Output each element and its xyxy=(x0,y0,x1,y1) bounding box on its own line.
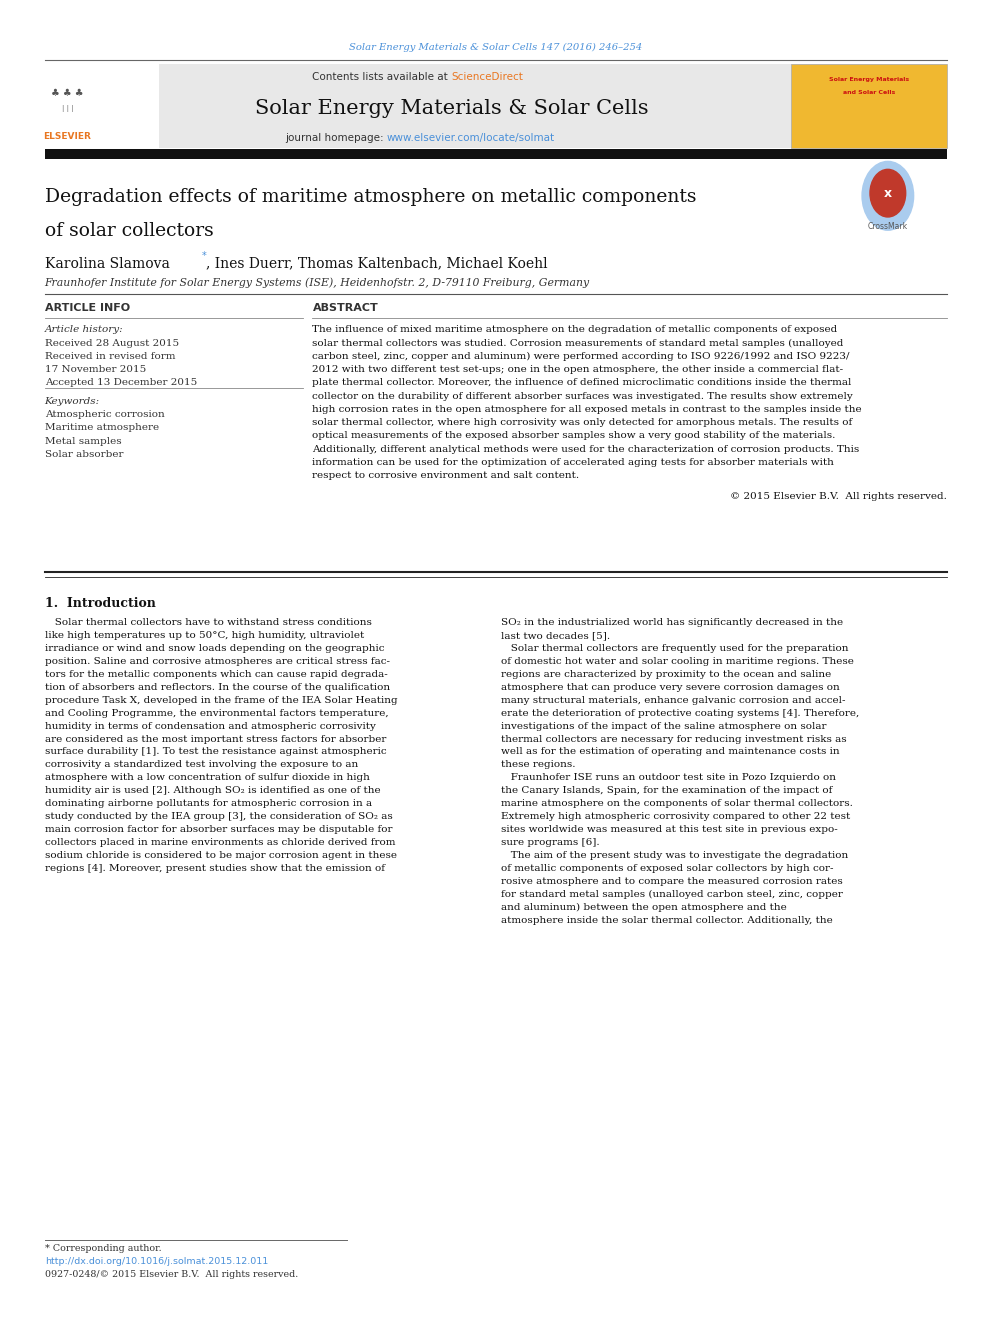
Text: these regions.: these regions. xyxy=(501,761,575,770)
Text: ScienceDirect: ScienceDirect xyxy=(451,71,523,82)
Text: collector on the durability of different absorber surfaces was investigated. The: collector on the durability of different… xyxy=(312,392,853,401)
Text: 17 November 2015: 17 November 2015 xyxy=(45,365,146,374)
Text: study conducted by the IEA group [3], the consideration of SO₂ as: study conducted by the IEA group [3], th… xyxy=(45,812,393,822)
Text: collectors placed in marine environments as chloride derived from: collectors placed in marine environments… xyxy=(45,839,395,847)
Text: respect to corrosive environment and salt content.: respect to corrosive environment and sal… xyxy=(312,471,579,480)
Text: regions are characterized by proximity to the ocean and saline: regions are characterized by proximity t… xyxy=(501,669,831,679)
Text: rosive atmosphere and to compare the measured corrosion rates: rosive atmosphere and to compare the mea… xyxy=(501,877,843,886)
Text: humidity air is used [2]. Although SO₂ is identified as one of the: humidity air is used [2]. Although SO₂ i… xyxy=(45,786,380,795)
Text: high corrosion rates in the open atmosphere for all exposed metals in contrast t: high corrosion rates in the open atmosph… xyxy=(312,405,862,414)
Text: Karolina Slamova: Karolina Slamova xyxy=(45,257,170,271)
Text: information can be used for the optimization of accelerated aging tests for abso: information can be used for the optimiza… xyxy=(312,458,834,467)
Text: x: x xyxy=(884,187,892,200)
Text: surface durability [1]. To test the resistance against atmospheric: surface durability [1]. To test the resi… xyxy=(45,747,386,757)
Text: of domestic hot water and solar cooling in maritime regions. These: of domestic hot water and solar cooling … xyxy=(501,656,854,665)
Text: © 2015 Elsevier B.V.  All rights reserved.: © 2015 Elsevier B.V. All rights reserved… xyxy=(730,492,947,501)
Text: atmosphere that can produce very severe corrosion damages on: atmosphere that can produce very severe … xyxy=(501,683,839,692)
Text: position. Saline and corrosive atmospheres are critical stress fac-: position. Saline and corrosive atmospher… xyxy=(45,656,390,665)
Text: marine atmosphere on the components of solar thermal collectors.: marine atmosphere on the components of s… xyxy=(501,799,853,808)
Text: www.elsevier.com/locate/solmat: www.elsevier.com/locate/solmat xyxy=(387,132,555,143)
Text: tion of absorbers and reflectors. In the course of the qualification: tion of absorbers and reflectors. In the… xyxy=(45,683,390,692)
Text: *: * xyxy=(201,251,206,262)
Text: Received 28 August 2015: Received 28 August 2015 xyxy=(45,339,179,348)
Text: many structural materials, enhance galvanic corrosion and accel-: many structural materials, enhance galva… xyxy=(501,696,845,705)
Text: | | |: | | | xyxy=(62,105,73,112)
Text: Solar Energy Materials: Solar Energy Materials xyxy=(829,77,909,82)
Text: last two decades [5].: last two decades [5]. xyxy=(501,631,610,640)
Text: sites worldwide was measured at this test site in previous expo-: sites worldwide was measured at this tes… xyxy=(501,826,837,835)
Text: like high temperatures up to 50°C, high humidity, ultraviolet: like high temperatures up to 50°C, high … xyxy=(45,631,364,640)
Text: Fraunhofer Institute for Solar Energy Systems (ISE), Heidenhofstr. 2, D-79110 Fr: Fraunhofer Institute for Solar Energy Sy… xyxy=(45,278,590,288)
Text: Solar Energy Materials & Solar Cells: Solar Energy Materials & Solar Cells xyxy=(255,99,648,118)
Text: solar thermal collector, where high corrosivity was only detected for amorphous : solar thermal collector, where high corr… xyxy=(312,418,853,427)
Text: and Solar Cells: and Solar Cells xyxy=(843,90,895,95)
Text: Solar thermal collectors are frequently used for the preparation: Solar thermal collectors are frequently … xyxy=(501,644,848,652)
FancyBboxPatch shape xyxy=(45,64,159,148)
Text: * Corresponding author.: * Corresponding author. xyxy=(45,1244,162,1253)
Text: sodium chloride is considered to be major corrosion agent in these: sodium chloride is considered to be majo… xyxy=(45,851,397,860)
Text: ARTICLE INFO: ARTICLE INFO xyxy=(45,303,130,314)
Text: The aim of the present study was to investigate the degradation: The aim of the present study was to inve… xyxy=(501,851,848,860)
Text: Contents lists available at: Contents lists available at xyxy=(312,71,451,82)
Text: tors for the metallic components which can cause rapid degrada-: tors for the metallic components which c… xyxy=(45,669,388,679)
Text: ABSTRACT: ABSTRACT xyxy=(312,303,378,314)
Text: Solar Energy Materials & Solar Cells 147 (2016) 246–254: Solar Energy Materials & Solar Cells 147… xyxy=(349,42,643,52)
Text: are considered as the most important stress factors for absorber: are considered as the most important str… xyxy=(45,734,386,744)
Text: Metal samples: Metal samples xyxy=(45,437,121,446)
Text: 1.  Introduction: 1. Introduction xyxy=(45,597,156,610)
Text: Solar thermal collectors have to withstand stress conditions: Solar thermal collectors have to withsta… xyxy=(45,618,372,627)
Text: http://dx.doi.org/10.1016/j.solmat.2015.12.011: http://dx.doi.org/10.1016/j.solmat.2015.… xyxy=(45,1257,268,1266)
Text: thermal collectors are necessary for reducing investment risks as: thermal collectors are necessary for red… xyxy=(501,734,846,744)
Text: 2012 with two different test set-ups; one in the open atmosphere, the other insi: 2012 with two different test set-ups; on… xyxy=(312,365,843,374)
Text: ♣ ♣ ♣: ♣ ♣ ♣ xyxy=(52,87,83,98)
Text: SO₂ in the industrialized world has significantly decreased in the: SO₂ in the industrialized world has sign… xyxy=(501,618,843,627)
Text: carbon steel, zinc, copper and aluminum) were performed according to ISO 9226/19: carbon steel, zinc, copper and aluminum)… xyxy=(312,352,850,361)
Text: plate thermal collector. Moreover, the influence of defined microclimatic condit: plate thermal collector. Moreover, the i… xyxy=(312,378,852,388)
Text: ELSEVIER: ELSEVIER xyxy=(44,132,91,140)
Text: optical measurements of the exposed absorber samples show a very good stability : optical measurements of the exposed abso… xyxy=(312,431,836,441)
Text: humidity in terms of condensation and atmospheric corrosivity: humidity in terms of condensation and at… xyxy=(45,721,376,730)
FancyBboxPatch shape xyxy=(791,64,947,148)
Circle shape xyxy=(862,161,914,230)
Text: Received in revised form: Received in revised form xyxy=(45,352,176,361)
Text: Keywords:: Keywords: xyxy=(45,397,100,406)
Text: Fraunhofer ISE runs an outdoor test site in Pozo Izquierdo on: Fraunhofer ISE runs an outdoor test site… xyxy=(501,774,836,782)
Text: Additionally, different analytical methods were used for the characterization of: Additionally, different analytical metho… xyxy=(312,445,860,454)
FancyBboxPatch shape xyxy=(45,149,947,159)
Text: of solar collectors: of solar collectors xyxy=(45,222,213,241)
Text: solar thermal collectors was studied. Corrosion measurements of standard metal s: solar thermal collectors was studied. Co… xyxy=(312,339,844,348)
Text: and Cooling Programme, the environmental factors temperature,: and Cooling Programme, the environmental… xyxy=(45,709,388,717)
Text: CrossMark: CrossMark xyxy=(868,222,908,232)
Text: , Ines Duerr, Thomas Kaltenbach, Michael Koehl: , Ines Duerr, Thomas Kaltenbach, Michael… xyxy=(206,257,548,271)
Text: corrosivity a standardized test involving the exposure to an: corrosivity a standardized test involvin… xyxy=(45,761,358,770)
Text: dominating airborne pollutants for atmospheric corrosion in a: dominating airborne pollutants for atmos… xyxy=(45,799,372,808)
Text: Accepted 13 December 2015: Accepted 13 December 2015 xyxy=(45,378,196,388)
Text: main corrosion factor for absorber surfaces may be disputable for: main corrosion factor for absorber surfa… xyxy=(45,826,392,835)
Text: of metallic components of exposed solar collectors by high cor-: of metallic components of exposed solar … xyxy=(501,864,833,873)
Text: well as for the estimation of operating and maintenance costs in: well as for the estimation of operating … xyxy=(501,747,839,757)
Text: Extremely high atmospheric corrosivity compared to other 22 test: Extremely high atmospheric corrosivity c… xyxy=(501,812,850,822)
Text: sure programs [6].: sure programs [6]. xyxy=(501,839,599,847)
Text: The influence of mixed maritime atmosphere on the degradation of metallic compon: The influence of mixed maritime atmosphe… xyxy=(312,325,837,335)
Text: journal homepage:: journal homepage: xyxy=(285,132,387,143)
Text: Degradation effects of maritime atmosphere on metallic components: Degradation effects of maritime atmosphe… xyxy=(45,188,696,206)
Text: for standard metal samples (unalloyed carbon steel, zinc, copper: for standard metal samples (unalloyed ca… xyxy=(501,890,843,900)
Text: the Canary Islands, Spain, for the examination of the impact of: the Canary Islands, Spain, for the exami… xyxy=(501,786,832,795)
Text: atmosphere with a low concentration of sulfur dioxide in high: atmosphere with a low concentration of s… xyxy=(45,774,369,782)
Text: atmosphere inside the solar thermal collector. Additionally, the: atmosphere inside the solar thermal coll… xyxy=(501,916,832,925)
Text: investigations of the impact of the saline atmosphere on solar: investigations of the impact of the sali… xyxy=(501,721,826,730)
Text: Maritime atmosphere: Maritime atmosphere xyxy=(45,423,159,433)
Text: and aluminum) between the open atmosphere and the: and aluminum) between the open atmospher… xyxy=(501,904,787,912)
Text: Article history:: Article history: xyxy=(45,325,123,335)
Text: procedure Task X, developed in the frame of the IEA Solar Heating: procedure Task X, developed in the frame… xyxy=(45,696,397,705)
Text: Solar absorber: Solar absorber xyxy=(45,450,123,459)
Text: erate the deterioration of protective coating systems [4]. Therefore,: erate the deterioration of protective co… xyxy=(501,709,859,717)
FancyBboxPatch shape xyxy=(45,64,947,148)
Text: irradiance or wind and snow loads depending on the geographic: irradiance or wind and snow loads depend… xyxy=(45,644,384,652)
Text: 0927-0248/© 2015 Elsevier B.V.  All rights reserved.: 0927-0248/© 2015 Elsevier B.V. All right… xyxy=(45,1270,298,1279)
Circle shape xyxy=(870,169,906,217)
Text: Atmospheric corrosion: Atmospheric corrosion xyxy=(45,410,165,419)
Text: regions [4]. Moreover, present studies show that the emission of: regions [4]. Moreover, present studies s… xyxy=(45,864,385,873)
